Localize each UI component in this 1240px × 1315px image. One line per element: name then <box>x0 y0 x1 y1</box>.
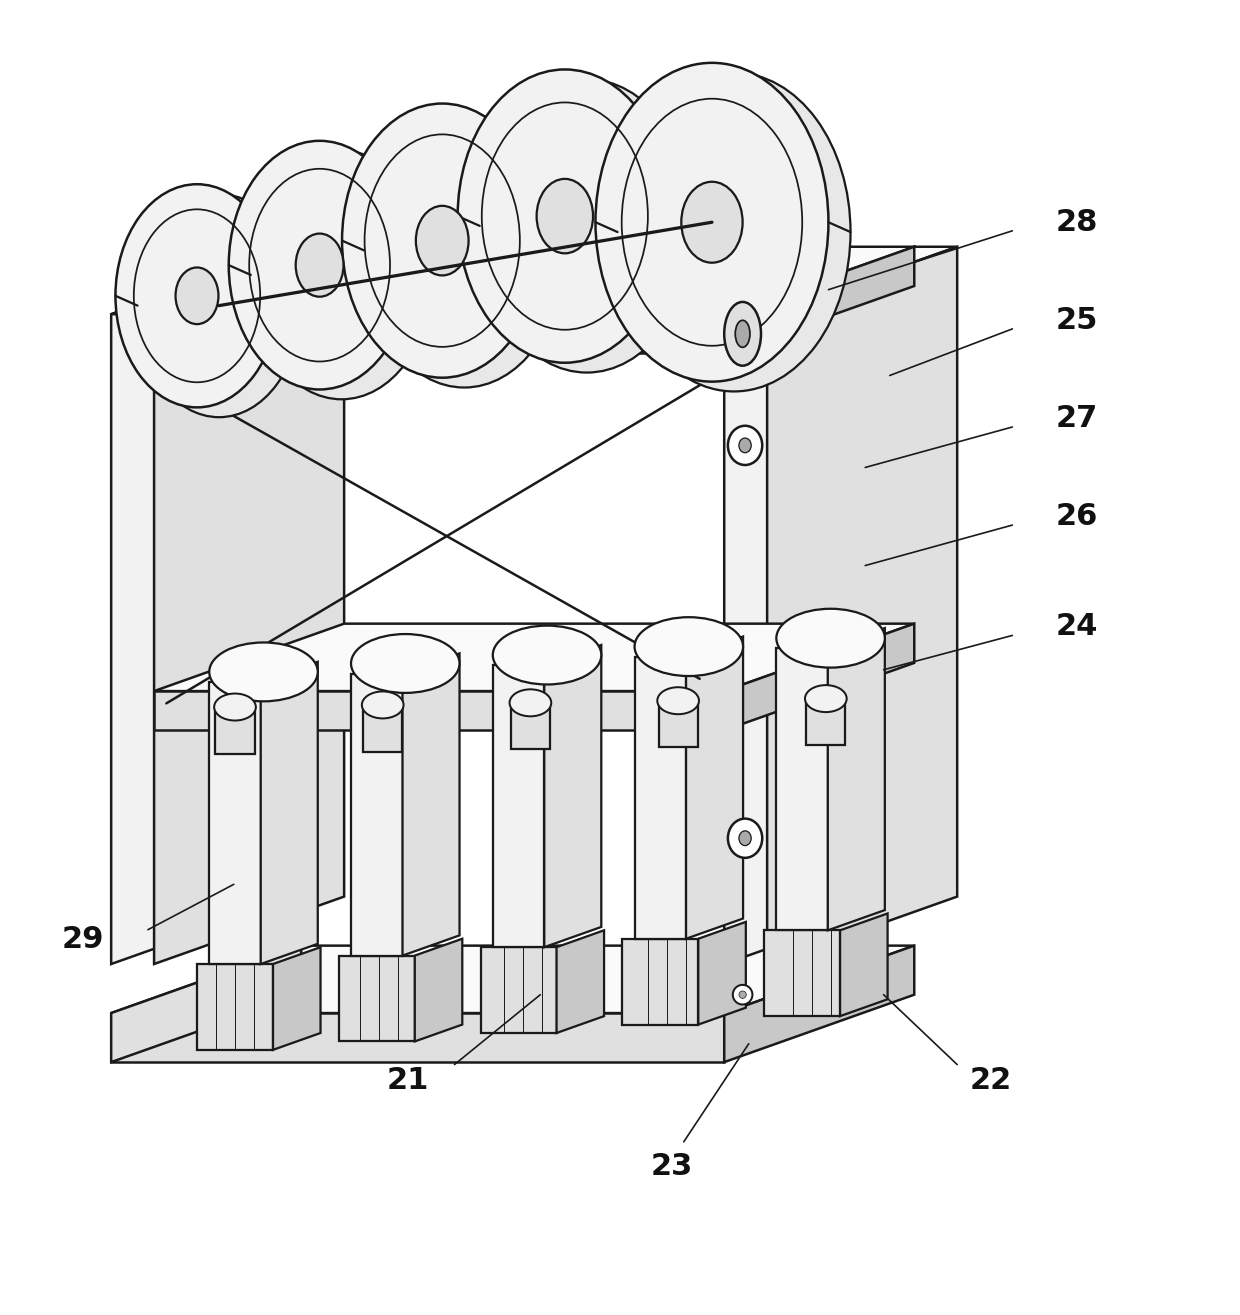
Polygon shape <box>112 1013 724 1063</box>
Polygon shape <box>492 665 544 947</box>
Polygon shape <box>154 692 724 730</box>
Polygon shape <box>481 947 557 1034</box>
Ellipse shape <box>510 689 552 717</box>
Ellipse shape <box>728 819 763 857</box>
Polygon shape <box>724 247 914 964</box>
Ellipse shape <box>657 688 699 714</box>
Ellipse shape <box>415 206 469 275</box>
Ellipse shape <box>351 634 460 693</box>
Polygon shape <box>776 648 828 930</box>
Polygon shape <box>216 707 254 753</box>
Polygon shape <box>622 939 698 1024</box>
Polygon shape <box>686 636 743 939</box>
Polygon shape <box>724 247 957 314</box>
Ellipse shape <box>681 181 743 263</box>
Polygon shape <box>724 945 914 1063</box>
Ellipse shape <box>210 643 317 701</box>
Text: 27: 27 <box>1055 404 1097 433</box>
Polygon shape <box>339 956 414 1041</box>
Text: 26: 26 <box>1055 502 1097 531</box>
Text: 25: 25 <box>1055 306 1097 335</box>
Polygon shape <box>197 964 273 1049</box>
Ellipse shape <box>492 626 601 685</box>
Ellipse shape <box>250 151 433 400</box>
Polygon shape <box>154 247 914 314</box>
Polygon shape <box>544 644 601 947</box>
Ellipse shape <box>595 63 828 381</box>
Text: 23: 23 <box>651 1152 693 1181</box>
Ellipse shape <box>618 72 851 392</box>
Polygon shape <box>154 623 914 692</box>
Polygon shape <box>112 247 345 314</box>
Ellipse shape <box>295 234 343 297</box>
Ellipse shape <box>733 985 753 1005</box>
Ellipse shape <box>138 195 300 417</box>
Polygon shape <box>724 623 914 730</box>
Ellipse shape <box>228 141 410 389</box>
Ellipse shape <box>365 113 564 388</box>
Polygon shape <box>112 247 301 964</box>
Polygon shape <box>806 698 846 746</box>
Polygon shape <box>635 656 686 939</box>
Ellipse shape <box>362 692 403 718</box>
Text: 22: 22 <box>970 1066 1012 1095</box>
Ellipse shape <box>215 693 255 721</box>
Ellipse shape <box>635 617 743 676</box>
Ellipse shape <box>724 302 761 366</box>
Polygon shape <box>260 661 317 964</box>
Ellipse shape <box>805 685 847 713</box>
Polygon shape <box>112 945 914 1013</box>
Polygon shape <box>698 922 745 1024</box>
Ellipse shape <box>735 321 750 347</box>
Polygon shape <box>403 654 460 956</box>
Ellipse shape <box>342 104 542 377</box>
Polygon shape <box>112 945 301 1063</box>
Polygon shape <box>511 702 551 750</box>
Polygon shape <box>154 247 345 354</box>
Ellipse shape <box>739 831 751 846</box>
Polygon shape <box>658 701 698 747</box>
Polygon shape <box>210 682 260 964</box>
Polygon shape <box>768 247 957 964</box>
Ellipse shape <box>728 426 763 466</box>
Polygon shape <box>724 247 914 354</box>
Ellipse shape <box>115 184 279 408</box>
Polygon shape <box>363 705 402 751</box>
Text: 28: 28 <box>1055 208 1097 237</box>
Polygon shape <box>839 914 888 1016</box>
Ellipse shape <box>739 992 746 998</box>
Polygon shape <box>154 314 724 354</box>
Polygon shape <box>764 930 839 1016</box>
Text: 29: 29 <box>62 924 104 953</box>
Polygon shape <box>154 247 345 964</box>
Polygon shape <box>828 629 885 930</box>
Text: 24: 24 <box>1055 613 1097 642</box>
Ellipse shape <box>480 79 694 372</box>
Ellipse shape <box>776 609 885 668</box>
Polygon shape <box>351 673 403 956</box>
Polygon shape <box>414 939 463 1041</box>
Ellipse shape <box>739 438 751 452</box>
Polygon shape <box>273 947 320 1049</box>
Ellipse shape <box>458 70 672 363</box>
Polygon shape <box>557 930 604 1034</box>
Ellipse shape <box>176 267 218 323</box>
Ellipse shape <box>537 179 593 254</box>
Text: 21: 21 <box>387 1066 429 1095</box>
